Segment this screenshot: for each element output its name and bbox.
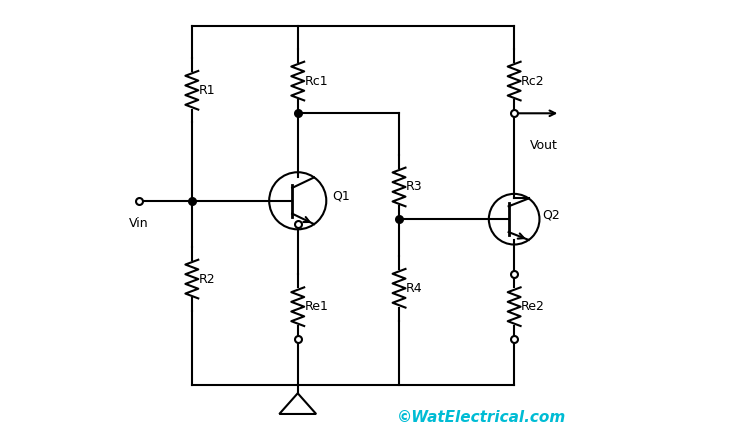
Text: Re2: Re2: [521, 300, 545, 313]
Text: Q1: Q1: [332, 190, 350, 203]
Text: R4: R4: [406, 282, 423, 295]
Text: ©WatElectrical.com: ©WatElectrical.com: [397, 410, 566, 425]
Text: Rc2: Rc2: [521, 74, 545, 88]
Text: Vout: Vout: [530, 139, 558, 152]
Text: Rc1: Rc1: [305, 74, 328, 88]
Text: Vin: Vin: [129, 217, 149, 230]
Text: R3: R3: [406, 180, 423, 194]
Text: Re1: Re1: [305, 300, 329, 313]
Text: R1: R1: [199, 84, 215, 97]
Text: Q2: Q2: [542, 208, 560, 221]
Text: R2: R2: [199, 272, 215, 286]
